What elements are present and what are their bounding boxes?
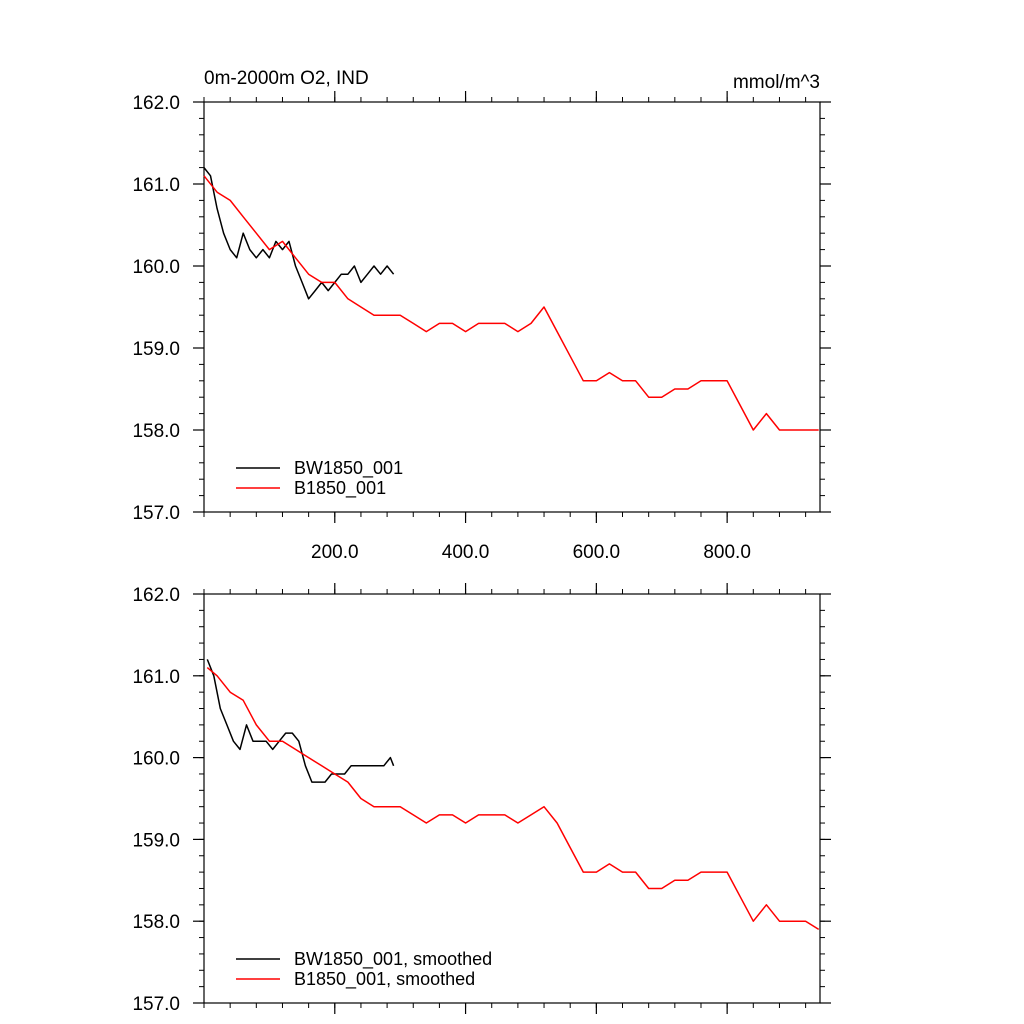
- legend-label: BW1850_001: [294, 458, 403, 479]
- bottom-panel: 157.0 158.0 159.0 160.0 161.0 162.0 BW1850_001…: [132, 583, 831, 1015]
- top-panel: 200.0 400.0 600.0 800.0 157.0 158.0 159.0 160.0…: [132, 68, 831, 563]
- y-tick-label: 162.0: [132, 93, 180, 114]
- legend-label: BW1850_001, smoothed: [294, 949, 492, 970]
- y-tick-label: 162.0: [132, 585, 180, 606]
- legend-label: B1850_001: [294, 478, 386, 499]
- y-tick-label: 161.0: [132, 175, 180, 196]
- y-tick-label: 158.0: [132, 421, 180, 442]
- y-tick-label: 157.0: [132, 994, 180, 1015]
- plot-frame: [203, 101, 821, 513]
- y-tick-label: 160.0: [132, 257, 180, 278]
- x-tick-label: 800.0: [703, 542, 751, 563]
- x-tick-label: 400.0: [442, 542, 490, 563]
- units-label: mmol/m^3: [733, 72, 820, 93]
- x-tick-label: 600.0: [573, 542, 621, 563]
- series-line-1: [203, 175, 819, 431]
- y-tick-label: 157.0: [132, 503, 180, 524]
- y-tick-label: 159.0: [132, 339, 180, 360]
- plot-frame: [203, 593, 821, 1004]
- x-tick-label: 200.0: [311, 542, 359, 563]
- series-line-0: [206, 659, 395, 783]
- legend-label: B1850_001, smoothed: [294, 969, 475, 990]
- series-line-1: [206, 667, 820, 931]
- y-tick-label: 161.0: [132, 667, 180, 688]
- y-tick-label: 159.0: [132, 830, 180, 851]
- series-line-0: [203, 167, 395, 300]
- y-tick-label: 160.0: [132, 749, 180, 770]
- chart-title: 0m-2000m O2, IND: [204, 68, 369, 89]
- y-tick-label: 158.0: [132, 912, 180, 933]
